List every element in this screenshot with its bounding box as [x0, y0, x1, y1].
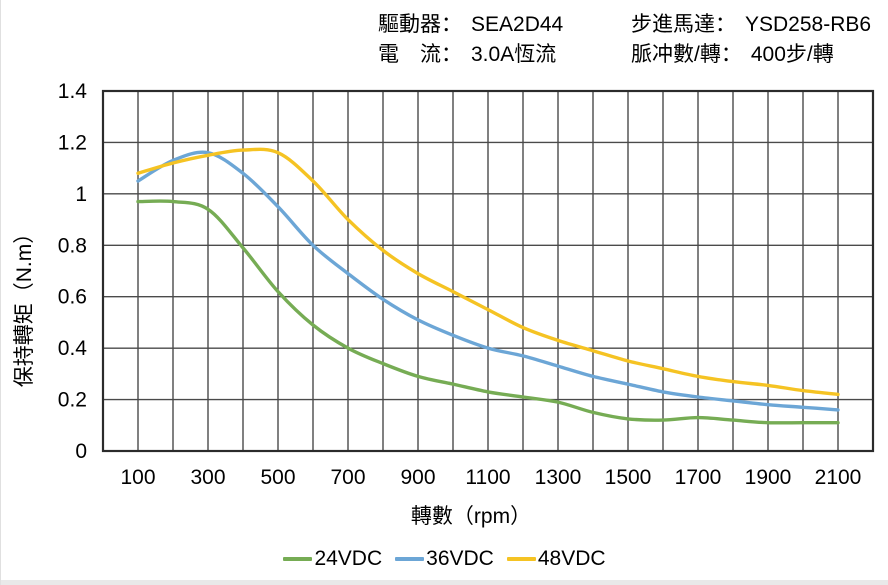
legend-line-48vdc-icon	[506, 557, 536, 561]
drive-model-label: 驅動器：	[378, 13, 462, 36]
current-label: 電 流：	[378, 43, 462, 66]
x-tick-label: 700	[330, 466, 365, 489]
y-axis-tick-labels: 0 0.2 0.4 0.6 0.8 1 1.2 1.4	[58, 80, 88, 463]
plot-border	[101, 89, 875, 453]
drive-model-row: 驅動器： SEA2D44	[378, 10, 563, 40]
window-bottom-edge	[1, 580, 888, 585]
y-tick-label: 0	[75, 440, 87, 463]
x-tick-label: 300	[190, 466, 225, 489]
torque-speed-chart: 100 300 500 700 900 1100 1300 1500 1700 1900 2100 …	[13, 80, 875, 528]
x-axis-tick-labels: 100 300 500 700 900 1100 1300 1500 1700 1900 2100	[120, 466, 861, 489]
y-tick-label: 0.6	[58, 286, 87, 309]
y-tick-label: 0.8	[58, 234, 87, 257]
header-left-column: 驅動器： SEA2D44 電 流： 3.0A恆流	[378, 10, 563, 70]
chart-legend: 24VDC 36VDC 48VDC	[1, 546, 888, 572]
x-axis-title: 轉數（rpm）	[411, 505, 531, 528]
y-tick-label: 1	[75, 183, 87, 206]
x-tick-label: 900	[400, 466, 435, 489]
current-value: 3.0A恆流	[471, 43, 557, 66]
legend-line-36vdc-icon	[395, 557, 425, 561]
x-tick-label: 1900	[745, 466, 792, 489]
current-row: 電 流： 3.0A恆流	[378, 40, 563, 70]
legend-label-24vdc: 24VDC	[314, 547, 383, 570]
y-tick-label: 0.4	[58, 337, 88, 360]
legend-item-36vdc: 36VDC	[395, 546, 494, 572]
series-line-36vdc	[136, 150, 840, 412]
grid-lines	[103, 91, 873, 451]
x-tick-label: 1300	[535, 466, 582, 489]
legend-label-36vdc: 36VDC	[426, 547, 494, 570]
series-curves	[136, 147, 840, 425]
x-tick-label: 1700	[675, 466, 722, 489]
x-tick-label: 2100	[815, 466, 862, 489]
x-tick-label: 100	[120, 466, 155, 489]
y-axis-title: 保持轉矩（N.m）	[13, 223, 36, 388]
x-tick-label: 1500	[605, 466, 652, 489]
legend-line-24vdc-icon	[283, 557, 313, 561]
series-line-48vdc	[136, 147, 840, 397]
motor-model-row: 步進馬達： YSD258-RB6	[631, 10, 871, 40]
motor-model-label: 步進馬達：	[631, 13, 736, 36]
steps-per-rev-label: 脈冲數/轉：	[631, 43, 742, 66]
motor-model-value: YSD258-RB6	[745, 13, 872, 36]
y-tick-label: 0.2	[58, 389, 87, 412]
legend-item-48vdc: 48VDC	[506, 546, 606, 572]
y-tick-label: 1.4	[58, 80, 88, 103]
legend-label-48vdc: 48VDC	[537, 547, 606, 570]
x-tick-label: 1100	[465, 466, 510, 489]
y-tick-label: 1.2	[58, 131, 87, 154]
series-line-24vdc	[136, 199, 840, 425]
steps-per-rev-row: 脈冲數/轉： 400步/轉	[631, 40, 871, 70]
x-tick-label: 500	[260, 466, 295, 489]
legend-item-24vdc: 24VDC	[283, 546, 382, 572]
steps-per-rev-value: 400步/轉	[750, 43, 834, 66]
header-right-column: 步進馬達： YSD258-RB6 脈冲數/轉： 400步/轉	[631, 10, 871, 70]
drive-model-value: SEA2D44	[471, 13, 564, 36]
